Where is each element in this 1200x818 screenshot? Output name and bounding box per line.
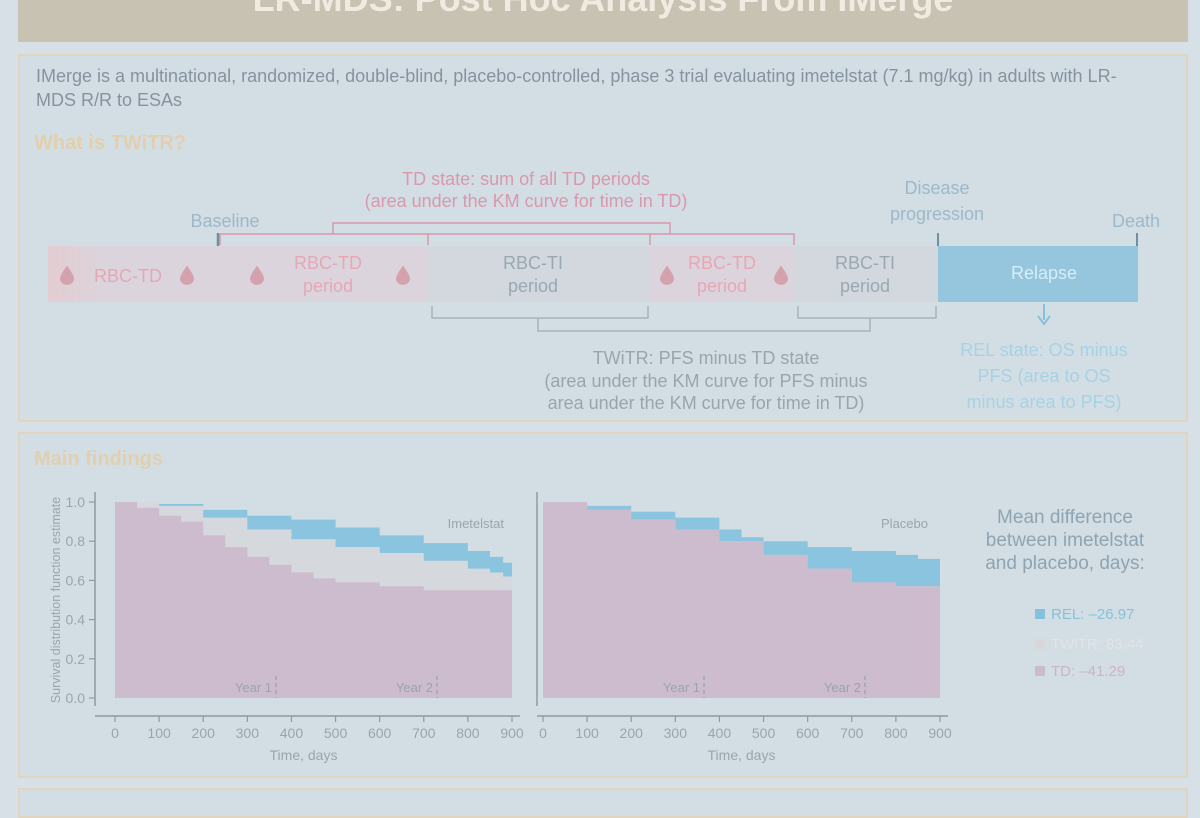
area-td-placebo (543, 502, 940, 698)
mean-diff-line2: between imetelstat (985, 530, 1145, 551)
baseline-label: Baseline (190, 211, 259, 231)
x-tick-label: 100 (575, 725, 599, 741)
x-tick-label: 100 (147, 725, 171, 741)
x-tick-label: 800 (884, 725, 908, 741)
ti-segment-1 (428, 246, 650, 302)
year-marker-label: Year 2 (396, 680, 433, 695)
ti-bracket (431, 306, 937, 319)
td-state-line2: (area under the KM curve for time in TD) (365, 191, 688, 211)
ti-period-2-line2: period (840, 276, 890, 296)
legend-label-rel: REL: –26.97 (1051, 606, 1135, 623)
legend-label-td: TD: –41.29 (1051, 663, 1126, 680)
twitr-bracket (537, 318, 871, 332)
y-axis-label: Survival distribution function estimate (49, 497, 63, 703)
y-tick-label: 0.2 (66, 651, 86, 667)
ti-segment-2 (794, 246, 938, 302)
km-charts: 0 100 200 300 400 500 600 700 800 900 0.0 0.2 0.4 0.6… (49, 492, 952, 763)
x-tick-label: 200 (192, 725, 216, 741)
ti-period-1-line2: period (508, 276, 558, 296)
rel-state-line3: minus area to PFS) (966, 392, 1121, 412)
x-tick-label: 200 (620, 725, 644, 741)
x-tick-label: 300 (236, 725, 260, 741)
rel-state-line1: REL state: OS minus (960, 340, 1127, 360)
mean-difference-caption: Mean difference between imetelstat and p… (975, 506, 1155, 575)
chart-title-placebo: Placebo (881, 516, 928, 531)
x-tick-label: 500 (752, 725, 776, 741)
y-tick-label: 0.0 (66, 690, 86, 706)
legend-swatch-td (1035, 666, 1045, 676)
x-tick-label: 900 (928, 725, 952, 741)
legend-swatch-rel (1035, 609, 1045, 619)
y-tick-label: 0.4 (66, 612, 86, 628)
mean-diff-line1: Mean difference (997, 507, 1133, 528)
td-period-2-line2: period (697, 276, 747, 296)
legend-twitr: TWiTR: 83.44 (1035, 636, 1144, 653)
area-td-imetelstat (115, 502, 512, 698)
y-tick-label: 0.6 (66, 572, 86, 588)
x-tick-label: 500 (324, 725, 348, 741)
legend-label-twitr: TWiTR: 83.44 (1051, 636, 1144, 653)
x-tick-label: 900 (500, 725, 524, 741)
rbc-td-label: RBC-TD (94, 266, 162, 286)
td-segment-2 (650, 246, 794, 302)
td-period-1-line2: period (303, 276, 353, 296)
intro-text: IMerge is a multinational, randomized, d… (36, 66, 1117, 110)
findings-panel: Main findings 0 100 200 300 400 500 600 700 800 9… (18, 432, 1188, 778)
title-banner: LR-MDS: Post Hoc Analysis From IMerge (18, 0, 1188, 42)
y-tick-label: 1.0 (66, 494, 86, 510)
x-tick-label: 600 (368, 725, 392, 741)
disease-progression-line1: Disease (904, 178, 969, 198)
twitr-diagram: TD state: sum of all TD periods (area un… (48, 169, 1160, 413)
x-tick-label: 0 (111, 725, 119, 741)
death-label: Death (1112, 211, 1160, 231)
x-tick-label: 600 (796, 725, 820, 741)
td-period-2-line1: RBC-TD (688, 253, 756, 273)
legend-swatch-twitr (1035, 639, 1045, 649)
x-axis-label: Time, days (270, 747, 338, 763)
y-tick-label: 0.8 (66, 533, 86, 549)
ti-period-2-line1: RBC-TI (835, 253, 895, 273)
ti-period-1-line1: RBC-TI (503, 253, 563, 273)
findings-heading: Main findings (34, 448, 163, 470)
x-axis-label: Time, days (708, 747, 776, 763)
td-state-bracket (219, 233, 795, 245)
x-tick-label: 300 (664, 725, 688, 741)
x-tick-label: 0 (539, 725, 547, 741)
year-marker-label: Year 1 (235, 680, 272, 695)
td-state-top-bracket (332, 222, 671, 234)
chart-title-imetelstat: Imetelstat (448, 516, 505, 531)
twitr-line3: area under the KM curve for time in TD) (548, 393, 865, 413)
x-tick-label: 700 (840, 725, 864, 741)
x-tick-label: 700 (412, 725, 436, 741)
mean-diff-line3: and placebo, days: (985, 553, 1145, 574)
year-marker-label: Year 2 (824, 680, 861, 695)
arrow-down-icon (1037, 315, 1051, 326)
twitr-line1: TWiTR: PFS minus TD state (593, 348, 820, 368)
twitr-heading: What is TWiTR? (34, 132, 187, 154)
page-title: LR-MDS: Post Hoc Analysis From IMerge (18, 0, 1188, 20)
year-marker-label: Year 1 (663, 680, 700, 695)
twitr-line2: (area under the KM curve for PFS minus (544, 371, 867, 391)
relapse-segment (938, 246, 1138, 302)
td-segment-1 (48, 246, 428, 302)
x-tick-label: 800 (456, 725, 480, 741)
x-tick-label: 400 (280, 725, 304, 741)
legend-td: TD: –41.29 (1035, 663, 1125, 680)
disease-progression-line2: progression (890, 204, 984, 224)
legend-rel: REL: –26.97 (1035, 606, 1134, 623)
td-state-line1: TD state: sum of all TD periods (402, 169, 650, 189)
rel-state-line2: PFS (area to OS (977, 366, 1110, 386)
x-tick-label: 400 (708, 725, 732, 741)
td-period-1-line1: RBC-TD (294, 253, 362, 273)
footer-panel (18, 788, 1188, 818)
intro-panel: IMerge is a multinational, randomized, d… (18, 54, 1188, 422)
relapse-label: Relapse (1011, 263, 1077, 283)
